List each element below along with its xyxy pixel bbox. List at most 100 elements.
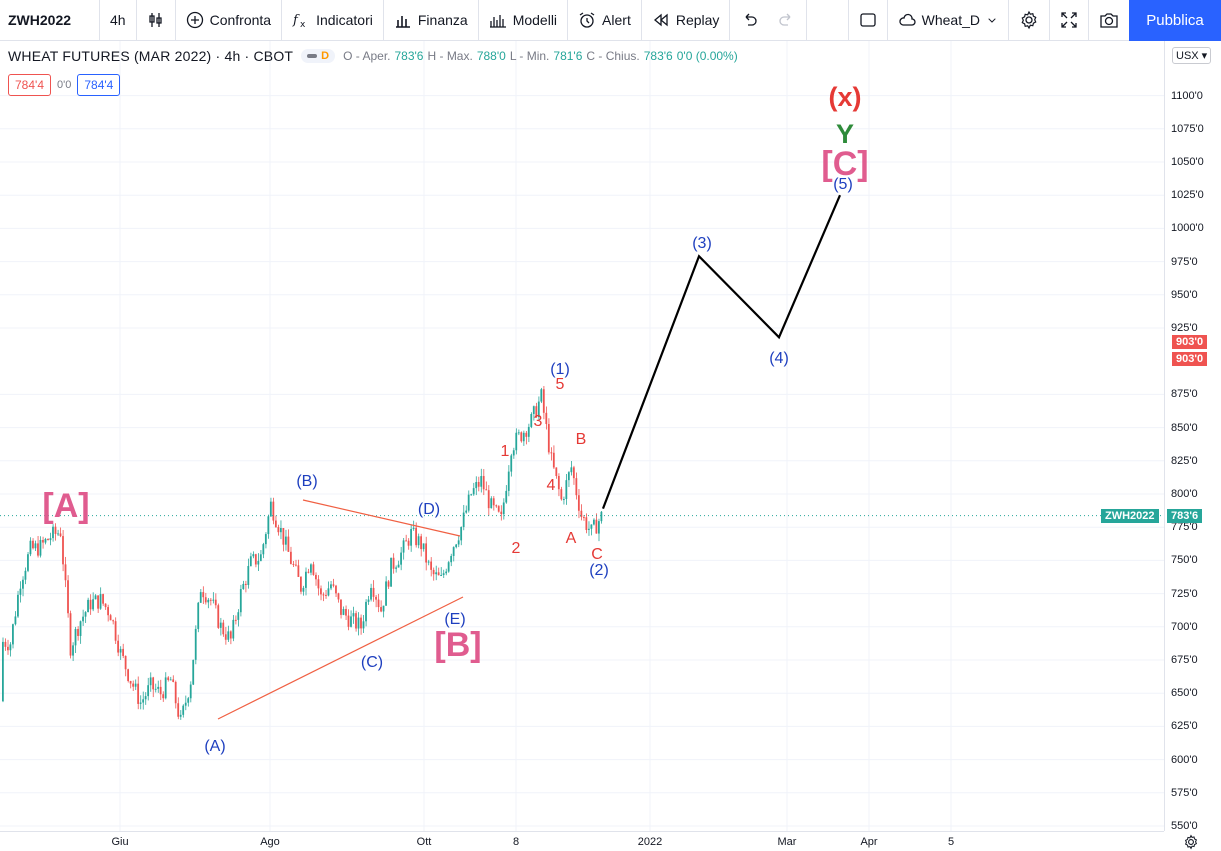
candle-body	[390, 557, 392, 587]
candle-body	[274, 520, 277, 528]
candle-body	[407, 540, 410, 546]
layout-name-button[interactable]: Wheat_D	[888, 0, 1009, 41]
chart-legend: WHEAT FUTURES (MAR 2022) · 4h · CBOT D O…	[8, 48, 738, 64]
templates-icon	[489, 15, 506, 28]
fullscreen-button[interactable]	[1050, 0, 1089, 41]
market-status-badge[interactable]: D	[301, 49, 336, 63]
wave-label-A: (A)	[204, 738, 225, 755]
financials-button[interactable]: Finanza	[384, 0, 479, 41]
candle-body	[335, 585, 337, 594]
layout-toggle-button[interactable]	[847, 0, 888, 41]
candle-body	[44, 538, 47, 543]
chart-title[interactable]: WHEAT FUTURES (MAR 2022) · 4h · CBOT	[8, 48, 294, 64]
chart-style-button[interactable]	[137, 0, 176, 41]
triangle-lower-line	[217, 596, 464, 720]
buy-price-button[interactable]: 784'4	[77, 74, 121, 96]
candle-body	[517, 432, 520, 434]
candle-body	[480, 476, 483, 487]
high-value: 788'0	[476, 49, 506, 63]
candle-body	[405, 540, 407, 542]
triangle-upper-line	[302, 499, 461, 537]
candle-body	[392, 557, 395, 569]
candle-body	[234, 619, 237, 621]
status-pill-icon	[307, 54, 318, 58]
undo-button[interactable]	[730, 0, 768, 41]
candle-body	[542, 389, 545, 413]
interval-button[interactable]: 4h	[100, 0, 137, 41]
candle-body	[42, 539, 44, 543]
candle-body	[217, 605, 220, 628]
candle-body	[249, 556, 252, 566]
compare-button[interactable]: Confronta	[176, 0, 283, 41]
redo-button[interactable]	[768, 0, 808, 41]
settings-button[interactable]	[1009, 0, 1050, 41]
templates-button[interactable]: Modelli	[479, 0, 569, 41]
candle-body	[209, 599, 212, 601]
price-chart[interactable]: [A] [B] [C] (x) Y (A) (B) (C) (D) (E) (1…	[0, 41, 1164, 831]
candle-body	[49, 538, 52, 541]
price-tick-label: 925'0	[1171, 322, 1198, 334]
wave-label-Y: Y	[836, 119, 854, 149]
candle-body	[247, 565, 250, 585]
candle-body	[440, 574, 443, 576]
candle-body	[272, 501, 275, 521]
candle-body	[467, 494, 470, 511]
price-tick-label: 650'0	[1171, 687, 1198, 700]
candle-body	[485, 489, 488, 491]
publish-button[interactable]: Pubblica	[1129, 0, 1221, 41]
replay-button[interactable]: Replay	[642, 0, 731, 41]
financials-label: Finanza	[417, 12, 468, 28]
wave-label-sC: C	[591, 546, 603, 563]
fullscreen-icon	[1061, 12, 1077, 28]
currency-selector[interactable]: USX ▾	[1172, 47, 1212, 64]
candle-body	[505, 490, 508, 503]
candle-body	[252, 554, 255, 557]
candle-body	[92, 599, 94, 610]
wave-label-sB: B	[576, 431, 587, 448]
candle-body	[382, 605, 385, 612]
candle-body	[547, 424, 550, 453]
candle-body	[119, 648, 122, 653]
candle-body	[277, 527, 280, 533]
alarm-clock-icon	[579, 12, 595, 28]
candle-body	[57, 533, 59, 535]
candle-body	[289, 551, 292, 564]
symbol-search-button[interactable]: ZWH2022	[0, 0, 100, 41]
candle-body	[2, 641, 4, 702]
last-symbol-label: ZWH2022	[1101, 509, 1159, 523]
axis-settings-icon[interactable]	[1183, 834, 1199, 850]
candle-body	[127, 669, 130, 682]
price-tick-label: 950'0	[1171, 288, 1198, 301]
candle-body	[147, 685, 150, 697]
candle-body	[520, 432, 523, 442]
time-axis[interactable]: Giu Ago Ott 8 2022 Mar Apr 5	[0, 831, 1164, 851]
templates-label: Modelli	[512, 12, 558, 28]
candle-body	[237, 612, 240, 620]
wave-label-2: 2	[512, 540, 521, 557]
snapshot-button[interactable]	[1089, 0, 1129, 41]
plus-circle-icon	[186, 11, 203, 29]
candle-body	[375, 596, 377, 600]
candle-body	[124, 655, 127, 670]
price-tick-label: 1100'0	[1171, 89, 1203, 102]
candle-body	[184, 702, 187, 706]
wave-label-sA: A	[566, 530, 577, 547]
price-tick-label: 975'0	[1171, 255, 1198, 268]
cloud-icon	[898, 13, 916, 26]
price-axis[interactable]: 1100'0 1075'0 1050'0 1025'0 1000'0 975'0 950'0…	[1164, 41, 1221, 832]
candle-body	[450, 555, 453, 563]
alert-button[interactable]: Alert	[568, 0, 642, 41]
gear-icon	[1021, 10, 1037, 30]
candle-body	[507, 471, 510, 491]
candle-body	[164, 677, 167, 699]
trade-buttons: 784'4 0'0 784'4	[8, 74, 121, 96]
candle-body	[417, 536, 420, 546]
sell-price-button[interactable]: 784'4	[8, 74, 51, 96]
candle-body	[182, 705, 185, 715]
candle-body	[352, 613, 355, 617]
candle-body	[432, 569, 435, 575]
candle-body	[590, 524, 593, 529]
candle-body	[142, 699, 145, 703]
price-tick-label: 1050'0	[1171, 156, 1204, 168]
